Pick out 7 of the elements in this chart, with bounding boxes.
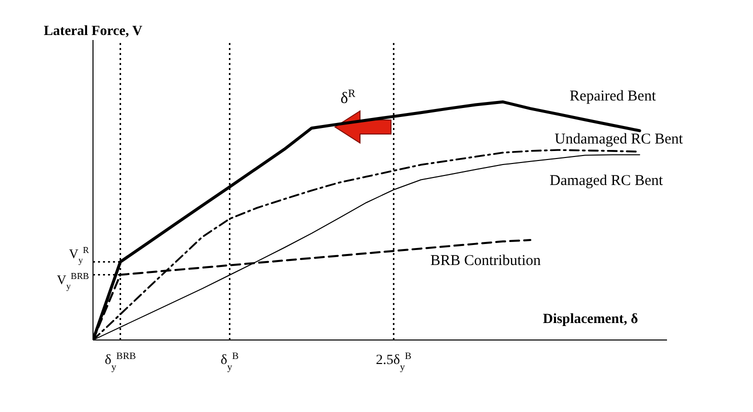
series-label: BRB Contribution <box>430 253 542 269</box>
y-axis-title: Lateral Force, V <box>44 24 142 39</box>
series-label: Damaged RC Bent <box>550 172 664 189</box>
series-label: Undamaged RC Bent <box>554 132 684 148</box>
series-label: Repaired Bent <box>570 88 657 105</box>
annotation: δ$^{R}$ <box>340 88 356 107</box>
x-axis-title: Displacement, δ <box>542 312 638 327</box>
